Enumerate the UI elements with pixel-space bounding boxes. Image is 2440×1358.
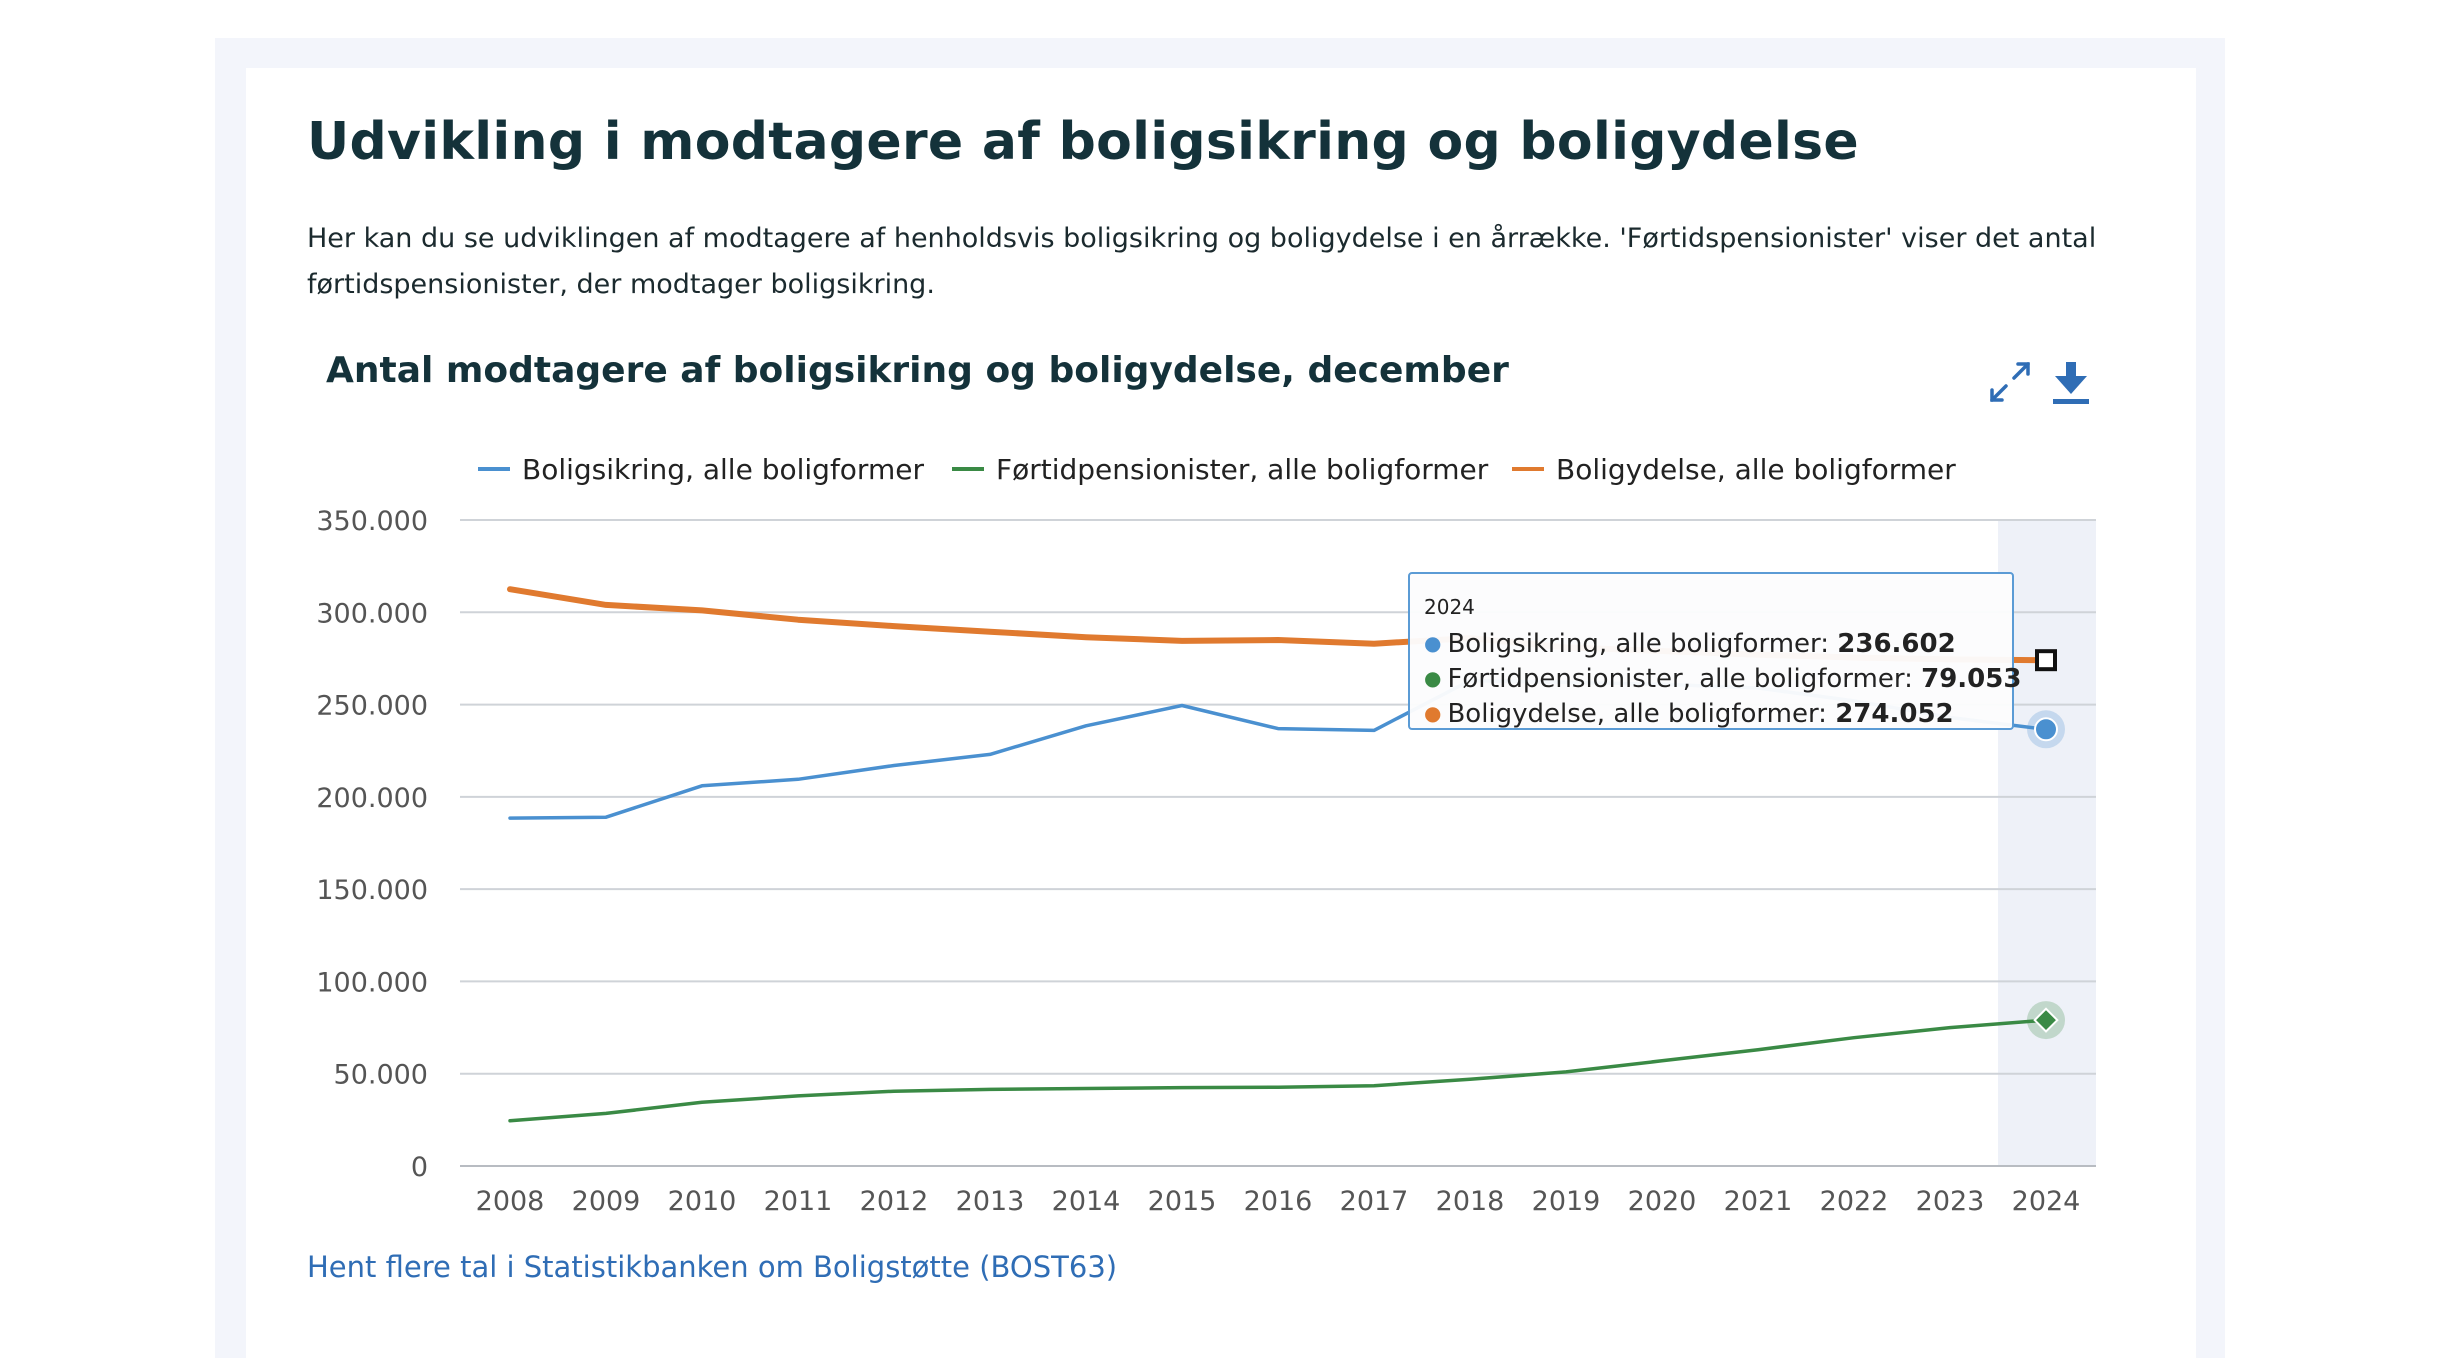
y-tick-label: 200.000: [316, 783, 428, 814]
x-tick-label: 2023: [1916, 1186, 1985, 1217]
tooltip-dot-icon: ●: [1424, 701, 1442, 725]
y-tick-label: 100.000: [316, 967, 428, 998]
axes: 0 50.000 100.000 150.000 200.000 250.000 300.0…: [316, 506, 2080, 1217]
chart-title: Antal modtagere af boligsikring og bolig…: [326, 350, 1509, 391]
x-tick-label: 2013: [956, 1186, 1025, 1217]
legend-label: Boligydelse, alle boligformer: [1556, 453, 1956, 486]
markers: [2027, 649, 2065, 1040]
tooltip-value: 236.602: [1837, 629, 1956, 659]
tooltip-dot-icon: ●: [1424, 666, 1442, 690]
chart-tooltip: 2024 ● Boligsikring, alle boligformer: 23…: [1408, 572, 2022, 730]
x-tick-label: 2020: [1628, 1186, 1697, 1217]
data-marker: [2035, 649, 2057, 672]
x-tick-label: 2010: [668, 1186, 737, 1217]
data-marker: [2033, 1007, 2059, 1033]
download-icon[interactable]: [2050, 358, 2092, 406]
x-tick-label: 2024: [2012, 1186, 2081, 1217]
y-tick-label: 0: [411, 1152, 428, 1183]
tooltip-value: 274.052: [1835, 699, 1954, 729]
legend-label: Boligsikring, alle boligformer: [522, 453, 924, 486]
x-tick-label: 2008: [476, 1186, 545, 1217]
x-tick-label: 2017: [1340, 1186, 1409, 1217]
hover-highlight-band: [1998, 520, 2096, 1166]
legend-label: Førtidpensionister, alle boligformer: [996, 453, 1489, 486]
tooltip-row-fortidpensionister: ● Førtidpensionister, alle boligformer: 7…: [1424, 664, 2022, 694]
intro-text: Her kan du se udviklingen af modtagere a…: [307, 223, 2097, 300]
data-marker: [2034, 717, 2058, 742]
tooltip-row-boligydelse: ● Boligydelse, alle boligformer: 274.052: [1424, 699, 1954, 729]
tooltip-value: 79.053: [1921, 664, 2022, 694]
tooltip-dot-icon: ●: [1424, 631, 1442, 655]
x-tick-label: 2018: [1436, 1186, 1505, 1217]
x-tick-label: 2021: [1724, 1186, 1793, 1217]
x-tick-label: 2012: [860, 1186, 929, 1217]
y-tick-label: 350.000: [316, 506, 428, 537]
x-tick-label: 2015: [1148, 1186, 1217, 1217]
y-tick-label: 250.000: [316, 691, 428, 722]
y-tick-label: 50.000: [334, 1060, 428, 1091]
series-line: [508, 1018, 2048, 1123]
x-tick-label: 2011: [764, 1186, 833, 1217]
statistikbanken-link[interactable]: Hent flere tal i Statistikbanken om Boli…: [307, 1250, 1118, 1284]
y-tick-label: 300.000: [316, 598, 428, 629]
x-tick-label: 2022: [1820, 1186, 1889, 1217]
y-tick-label: 150.000: [316, 875, 428, 906]
tooltip-year: 2024: [1424, 595, 1475, 619]
x-tick-label: 2014: [1052, 1186, 1121, 1217]
expand-icon[interactable]: [1986, 358, 2034, 406]
x-tick-label: 2019: [1532, 1186, 1601, 1217]
page-title: Udvikling i modtagere af boligsikring og…: [307, 112, 1859, 172]
x-tick-label: 2016: [1244, 1186, 1313, 1217]
x-tick-label: 2009: [572, 1186, 641, 1217]
legend[interactable]: Boligsikring, alle boligformer Førtidpens…: [478, 453, 1956, 486]
tooltip-row-boligsikring: ● Boligsikring, alle boligformer: 236.602: [1424, 629, 1956, 659]
